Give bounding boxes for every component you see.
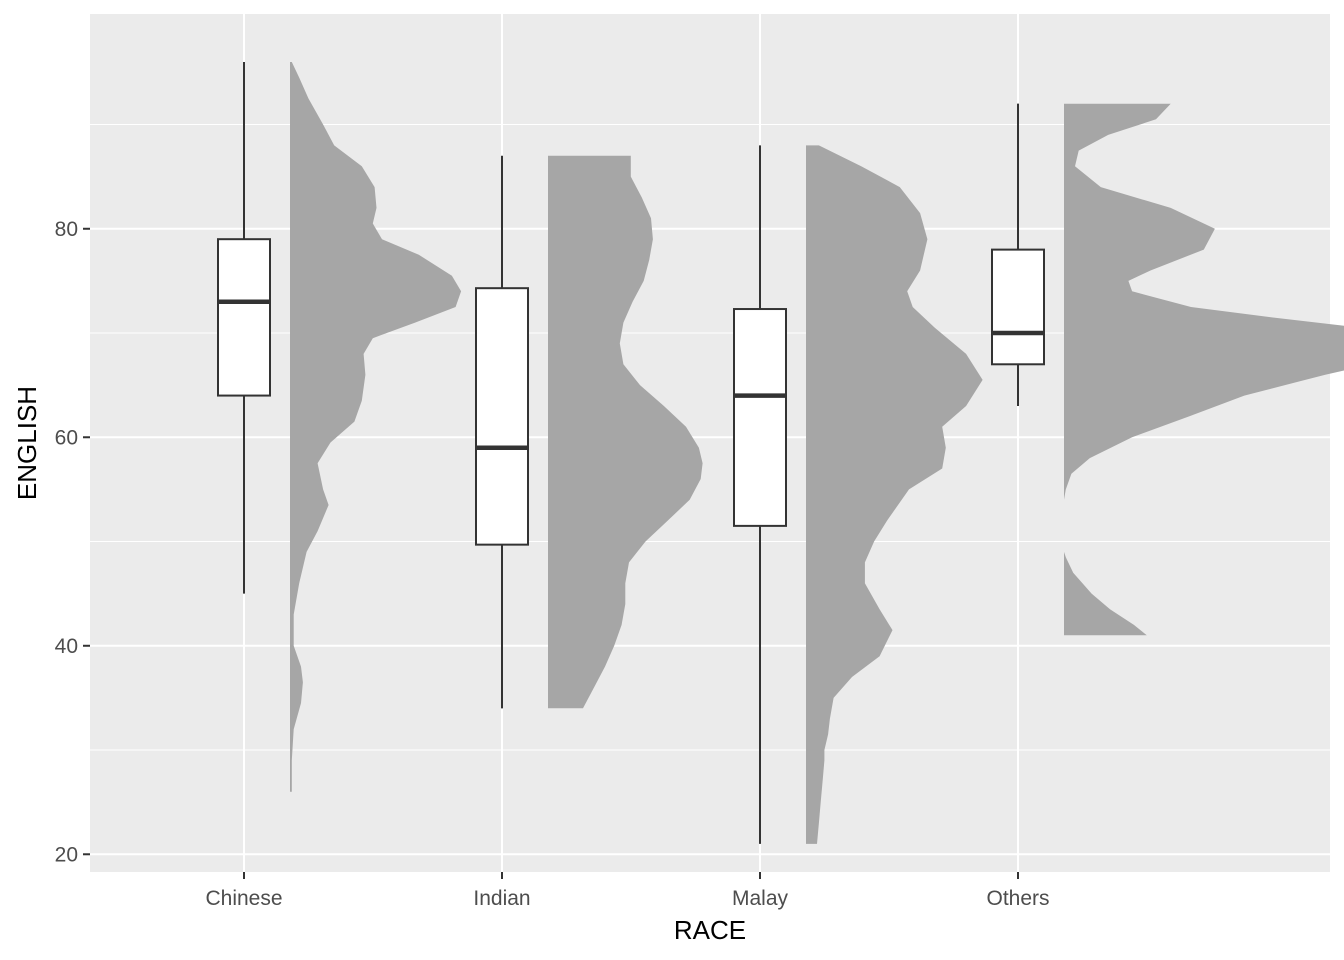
boxplot-indian — [475, 155, 529, 709]
boxplot-chinese — [217, 61, 271, 594]
x-tick-label: Indian — [473, 887, 530, 910]
y-tick-label: 40 — [55, 635, 78, 658]
density-cloud-malay — [806, 145, 983, 844]
density-clouds — [290, 62, 1344, 844]
y-tick-label: 60 — [55, 426, 78, 449]
boxplot-others — [991, 103, 1045, 406]
x-tick-label: Malay — [732, 887, 789, 910]
x-axis-title: RACE — [674, 915, 746, 945]
x-tick-label: Others — [986, 887, 1049, 910]
boxplot-malay — [733, 145, 787, 844]
x-tick-labels: Chinese Indian Malay Others — [205, 887, 1049, 910]
y-axis-title: ENGLISH — [12, 386, 42, 500]
y-tick-labels: 20 40 60 80 — [55, 218, 78, 867]
density-cloud-others — [1064, 103, 1344, 636]
y-tick-label: 80 — [55, 218, 78, 241]
axis-ticks — [83, 227, 1019, 879]
boxplots — [217, 61, 1045, 844]
iqr-box — [475, 287, 529, 546]
iqr-box — [217, 238, 271, 397]
plot-panel — [90, 14, 1330, 872]
density-cloud-chinese — [290, 62, 462, 792]
iqr-box — [733, 308, 787, 527]
x-tick-label: Chinese — [205, 887, 282, 910]
y-tick-label: 20 — [55, 843, 78, 866]
density-cloud-indian — [548, 155, 703, 709]
iqr-box — [991, 248, 1045, 366]
